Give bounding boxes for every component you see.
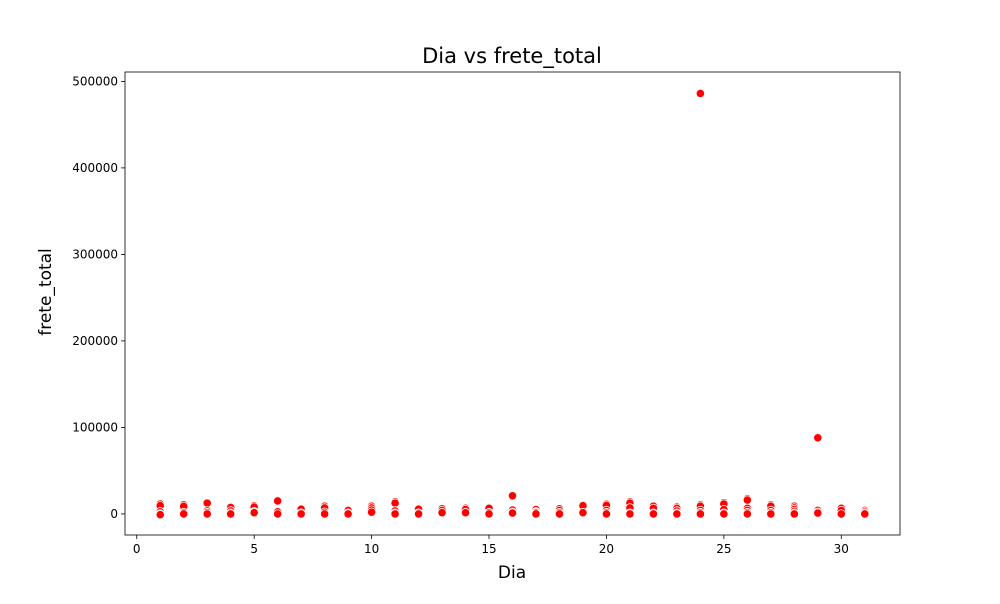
y-tick-label: 0 [110,507,118,521]
y-tick-label: 300000 [72,247,118,261]
x-tick-label: 25 [716,542,731,556]
x-tick-label: 20 [599,542,614,556]
x-tick-label: 5 [250,542,258,556]
y-tick-label: 400000 [72,161,118,175]
data-point [860,509,870,519]
data-point [484,509,494,519]
data-point [249,508,259,518]
data-point [226,509,236,519]
data-point [672,509,682,519]
data-point [366,507,377,517]
ticks: 0 5 10 15 20 25 30 0 100000 200000 300000 400000 500… [72,74,849,556]
x-axis-label: Dia [498,563,526,583]
y-tick-label: 500000 [72,74,118,88]
data-point [507,491,518,501]
data-point [531,509,541,519]
data-point [437,508,447,518]
data-point [202,498,212,508]
data-point [179,509,189,519]
data-point [719,509,729,519]
x-tick-label: 10 [364,542,379,556]
data-point [390,498,400,508]
data-point [320,509,330,519]
data-point [273,496,283,506]
data-point [766,509,776,519]
data-point [695,509,705,519]
data-point [413,509,424,519]
x-tick-label: 15 [481,542,496,556]
data-point [789,509,799,519]
data-point [813,508,823,518]
data-point [836,509,846,519]
data-point [554,509,565,519]
data-point [390,509,400,519]
data-point [813,433,823,443]
data-point [695,88,705,99]
x-tick-label: 0 [133,542,141,556]
data-point [648,509,659,519]
data-point [625,509,635,519]
y-tick-label: 200000 [72,334,118,348]
axes [124,71,901,536]
data-point [578,508,588,518]
x-tick-label: 30 [834,542,849,556]
data-point [296,509,306,519]
data-point [155,510,165,520]
chart-title: Dia vs frete_total [422,44,602,69]
data-point [742,495,752,505]
data-point [601,509,612,519]
y-axis-label: frete_total [36,248,56,336]
plot-frame [124,71,901,536]
data-point [273,509,283,519]
data-point [343,509,353,519]
data-points [155,88,870,520]
data-point [202,509,212,519]
data-point [507,508,518,518]
y-tick-label: 100000 [72,420,118,434]
data-point [460,508,471,518]
data-point [742,509,752,519]
